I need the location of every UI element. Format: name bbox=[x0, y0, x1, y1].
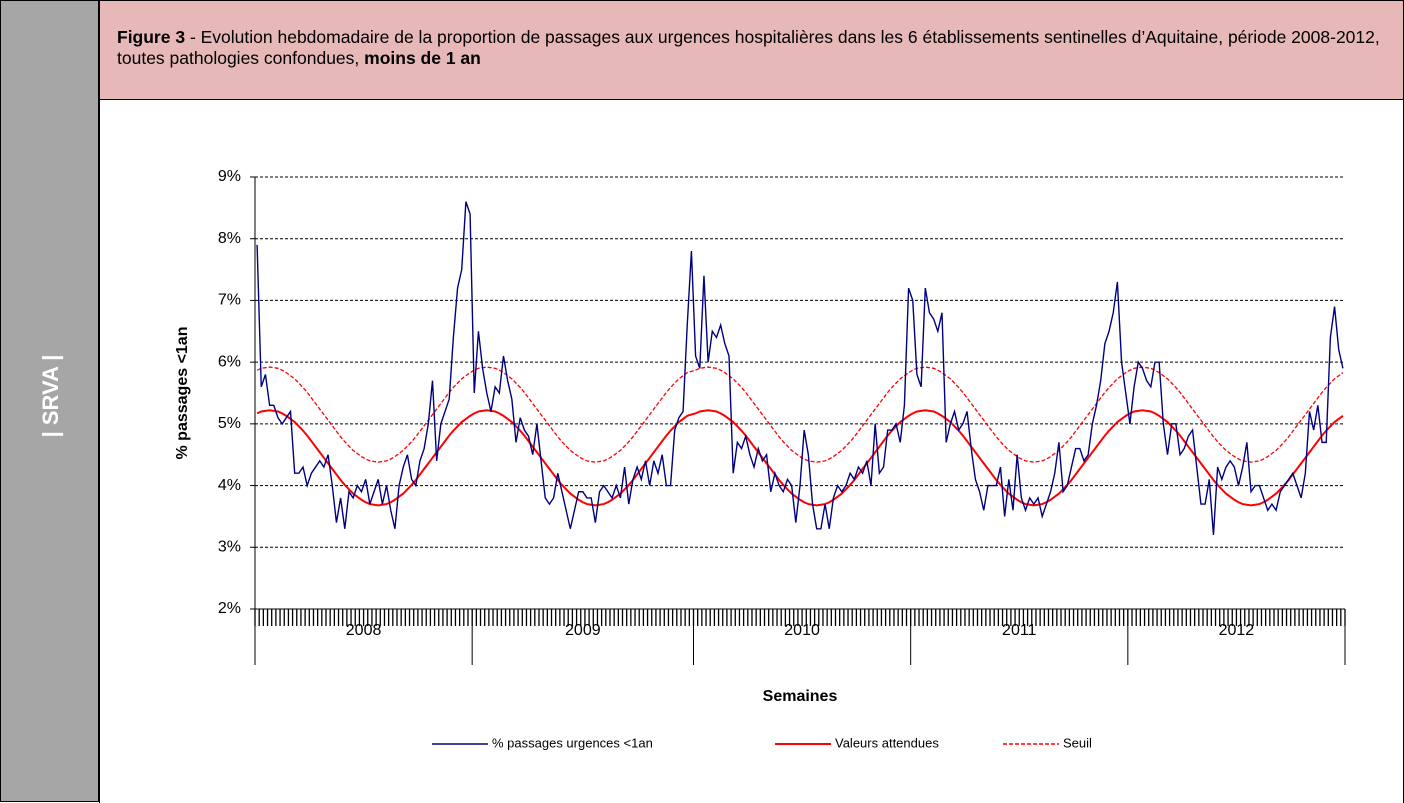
figure-emphasis: moins de 1 an bbox=[364, 48, 481, 68]
y-axis-title: % passages <1an bbox=[174, 327, 191, 460]
series-line bbox=[256, 366, 1344, 463]
x-tick-label: 2010 bbox=[784, 622, 820, 639]
x-tick-label: 2011 bbox=[1002, 622, 1037, 639]
x-axis-title: Semaines bbox=[763, 688, 838, 705]
x-tick-label: 2012 bbox=[1219, 622, 1255, 639]
figure-caption: - Evolution hebdomadaire de la proportio… bbox=[117, 27, 1380, 68]
figure-number: Figure 3 bbox=[117, 27, 186, 47]
legend-label: Valeurs attendues bbox=[835, 735, 939, 750]
y-tick-label: 7% bbox=[218, 292, 241, 309]
y-tick-label: 8% bbox=[218, 230, 241, 247]
y-tick-label: 3% bbox=[218, 539, 241, 556]
sidebar: | SRVA | bbox=[0, 0, 99, 802]
y-tick-label: 9% bbox=[218, 168, 241, 185]
y-tick-label: 6% bbox=[218, 353, 241, 370]
legend-label: % passages urgences <1an bbox=[492, 735, 653, 750]
y-tick-label: 2% bbox=[218, 600, 241, 617]
x-tick-label: 2008 bbox=[346, 622, 382, 639]
y-tick-label: 4% bbox=[218, 477, 241, 494]
figure-header: Figure 3 - Evolution hebdomadaire de la … bbox=[99, 0, 1404, 100]
x-tick-label: 2009 bbox=[565, 622, 601, 639]
series-line bbox=[256, 201, 1344, 535]
legend-label: Seuil bbox=[1063, 735, 1092, 750]
y-tick-label: 5% bbox=[218, 415, 241, 432]
